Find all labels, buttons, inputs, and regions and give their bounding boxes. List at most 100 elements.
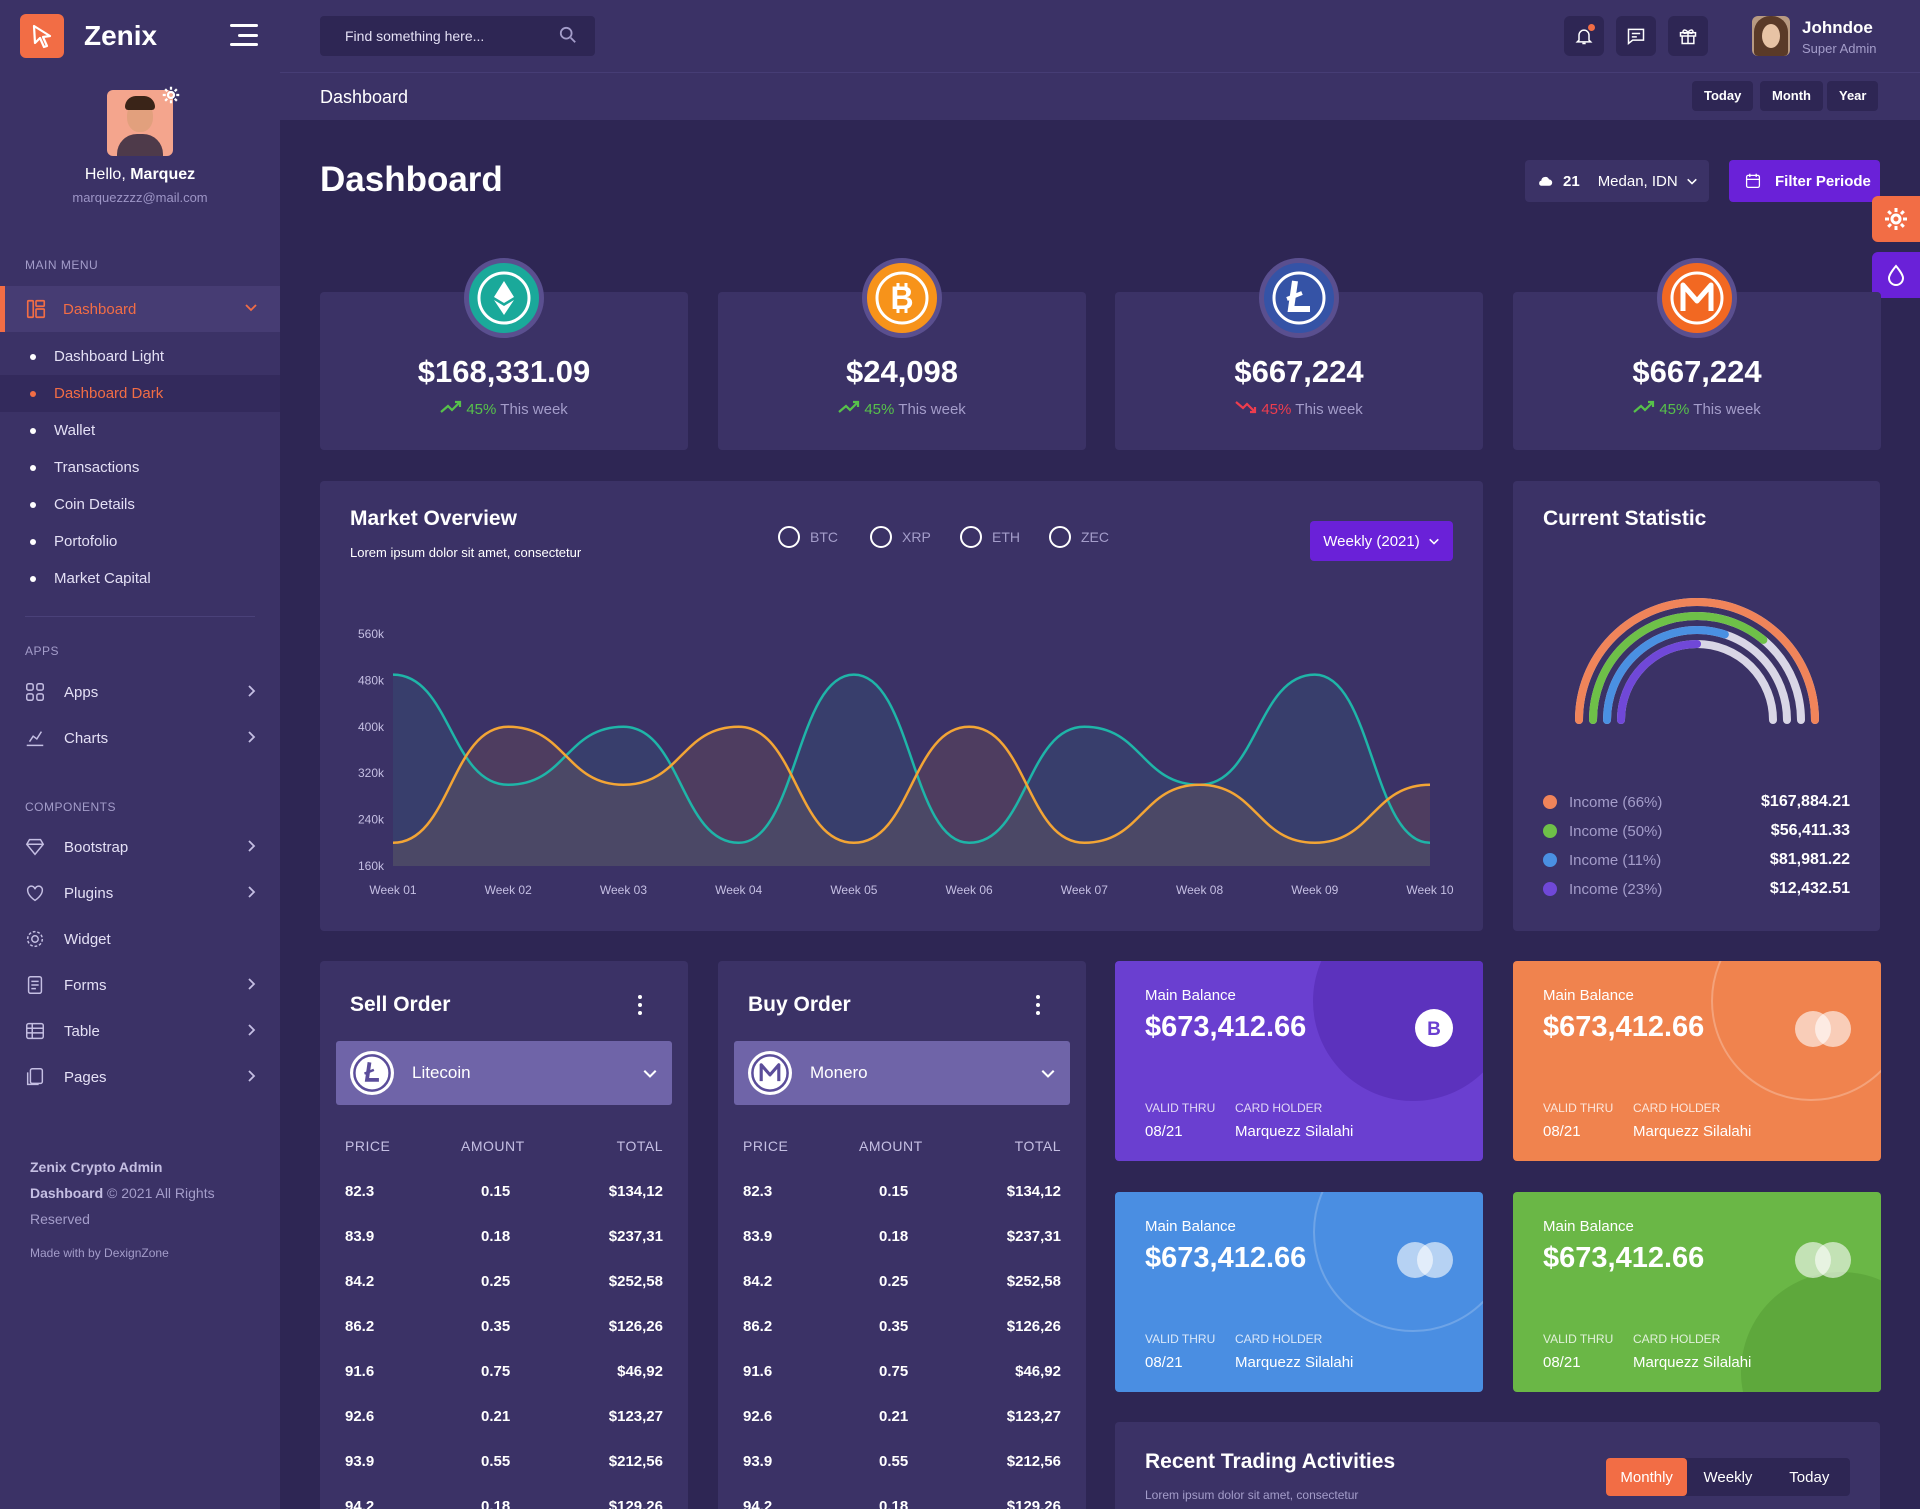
filter-btc-radio[interactable]: BTC <box>778 526 838 548</box>
price-cell: 82.3 <box>345 1183 375 1200</box>
sidebar-subitem-portofolio[interactable]: Portofolio <box>0 523 280 560</box>
menu-toggle-icon[interactable] <box>230 24 258 46</box>
diamond-icon <box>25 838 45 856</box>
sidebar-subitem-coin-details[interactable]: Coin Details <box>0 486 280 523</box>
avatar[interactable] <box>107 90 173 156</box>
period-today-button[interactable]: Today <box>1692 81 1754 111</box>
sidebar-subitem-transactions[interactable]: Transactions <box>0 449 280 486</box>
column-header-amount: AMOUNT <box>461 1138 525 1154</box>
chevron-right-icon <box>248 886 256 898</box>
sidebar-item-dashboard[interactable]: Dashboard <box>0 286 280 332</box>
sidebar-item-forms[interactable]: Forms <box>0 965 280 1005</box>
balance-card-blue[interactable]: Main Balance $673,412.66 VALID THRU CARD… <box>1115 1192 1483 1392</box>
tab-today[interactable]: Today <box>1789 1468 1830 1486</box>
current-statistic-title: Current Statistic <box>1543 507 1707 530</box>
total-cell: $46,92 <box>617 1363 663 1380</box>
trend-up-icon <box>1633 400 1655 413</box>
sidebar-item-table[interactable]: Table <box>0 1011 280 1051</box>
coin-card-bitcoin[interactable]: B $24,098 45% This week <box>718 258 1086 450</box>
market-overview-subtitle: Lorem ipsum dolor sit amet, consectetur <box>350 545 582 560</box>
total-cell: $46,92 <box>1015 1363 1061 1380</box>
filter-xrp-radio[interactable]: XRP <box>870 526 931 548</box>
sidebar-item-plugins[interactable]: Plugins <box>0 873 280 913</box>
period-year-button[interactable]: Year <box>1827 81 1879 111</box>
filter-zec-radio[interactable]: ZEC <box>1049 526 1109 548</box>
total-cell: $252,58 <box>608 1273 663 1290</box>
mastercard-icon <box>1795 1011 1851 1047</box>
x-tick-label: Week 08 <box>1176 883 1223 897</box>
sidebar-subitem-market-capital[interactable]: Market Capital <box>0 560 280 597</box>
sidebar-footer: Zenix Crypto Admin Dashboard © 2021 All … <box>30 1159 215 1227</box>
legend-dot <box>1543 853 1557 867</box>
messages-button[interactable] <box>1616 16 1656 56</box>
chevron-right-icon <box>248 840 256 852</box>
mastercard-icon <box>1397 1242 1453 1278</box>
amount-cell: 0.75 <box>879 1363 909 1380</box>
sidebar-item-widget[interactable]: Widget <box>0 919 280 959</box>
notification-button[interactable] <box>1564 16 1604 56</box>
period-dropdown[interactable]: Weekly (2021) <box>1310 521 1453 561</box>
buy-coin-select[interactable]: Monero <box>734 1041 1070 1105</box>
gift-button[interactable] <box>1668 16 1708 56</box>
amount-cell: 0.18 <box>481 1228 511 1245</box>
gear-icon <box>26 930 44 948</box>
more-options-icon[interactable] <box>638 995 642 1015</box>
sidebar-item-pages[interactable]: Pages <box>0 1057 280 1097</box>
balance-card-orange[interactable]: Main Balance $673,412.66 VALID THRU CARD… <box>1513 961 1881 1161</box>
sidebar-subitem-wallet[interactable]: Wallet <box>0 412 280 449</box>
total-cell: $123,27 <box>1006 1408 1061 1425</box>
total-cell: $212,56 <box>1006 1453 1061 1470</box>
x-tick-label: Week 06 <box>946 883 993 897</box>
total-cell: $252,58 <box>1006 1273 1061 1290</box>
price-cell: 94.2 <box>345 1498 375 1509</box>
search-input[interactable]: Find something here... <box>320 16 595 56</box>
profile-panel: Hello, Marquez marquezzzz@mail.com <box>0 90 280 205</box>
coin-card-monero[interactable]: $667,224 45% This week <box>1513 258 1881 450</box>
sidebar-item-bootstrap[interactable]: Bootstrap <box>0 827 280 867</box>
brand-name: Zenix <box>84 20 158 51</box>
user-name[interactable]: Johndoe <box>1802 18 1873 37</box>
made-with-credit: Made with by DexignZone <box>30 1246 169 1260</box>
y-tick-label: 560k <box>358 627 385 641</box>
amount-cell: 0.75 <box>481 1363 511 1380</box>
weather-dropdown[interactable]: 21 Medan, IDN <box>1525 160 1709 202</box>
tab-monthly[interactable]: Monthly <box>1606 1458 1688 1496</box>
period-month-button[interactable]: Month <box>1760 81 1823 111</box>
breadcrumb: Dashboard <box>320 87 409 107</box>
x-tick-label: Week 02 <box>485 883 532 897</box>
filter-periode-button[interactable]: Filter Periode <box>1729 160 1880 202</box>
tab-weekly[interactable]: Weekly <box>1703 1468 1753 1486</box>
search-icon[interactable] <box>559 26 577 44</box>
y-tick-label: 480k <box>358 673 385 687</box>
svg-text:B: B <box>890 280 913 316</box>
amount-cell: 0.18 <box>481 1498 511 1509</box>
total-cell: $134,12 <box>608 1183 663 1200</box>
total-cell: $129,26 <box>608 1498 663 1509</box>
coin-card-ethereum[interactable]: $168,331.09 45% This week <box>320 258 688 450</box>
apps-heading: APPS <box>25 644 60 658</box>
statistic-row: Income (11%) $81,981.22 <box>1543 849 1850 871</box>
statistic-label: Income (66%) <box>1569 793 1663 811</box>
sidebar-subitem-dashboard-dark[interactable]: Dashboard Dark <box>0 375 280 412</box>
filter-eth-radio[interactable]: ETH <box>960 526 1020 548</box>
amount-cell: 0.18 <box>879 1498 909 1509</box>
color-picker-button[interactable] <box>1872 252 1920 298</box>
user-avatar[interactable] <box>1752 16 1790 56</box>
balance-card-purple[interactable]: Main Balance $673,412.66 B VALID THRU CA… <box>1115 961 1483 1161</box>
series-line <box>392 673 1431 845</box>
sidebar-item-apps[interactable]: Apps <box>0 672 280 712</box>
more-options-icon[interactable] <box>1036 995 1040 1015</box>
theme-settings-button[interactable] <box>1872 196 1920 242</box>
coin-value: $667,224 <box>1234 354 1364 389</box>
sidebar-subitem-dashboard-light[interactable]: Dashboard Light <box>0 338 280 375</box>
sidebar-item-charts[interactable]: Charts <box>0 718 280 758</box>
coin-change: 45% This week <box>1513 400 1881 418</box>
coin-card-litecoin[interactable]: $667,224 45% This week <box>1115 258 1483 450</box>
trend-down-icon <box>1235 401 1257 414</box>
brand[interactable]: Zenix <box>20 14 157 58</box>
statistic-label: Income (50%) <box>1569 822 1663 840</box>
balance-card-green[interactable]: Main Balance $673,412.66 VALID THRU CARD… <box>1513 1192 1881 1392</box>
profile-settings-icon[interactable] <box>162 86 180 104</box>
amount-cell: 0.55 <box>879 1453 909 1470</box>
sell-coin-select[interactable]: Litecoin <box>336 1041 672 1105</box>
